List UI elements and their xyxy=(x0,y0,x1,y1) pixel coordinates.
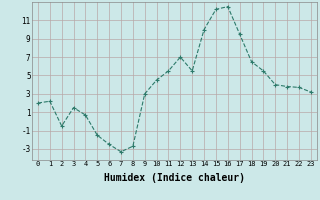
X-axis label: Humidex (Indice chaleur): Humidex (Indice chaleur) xyxy=(104,173,245,183)
